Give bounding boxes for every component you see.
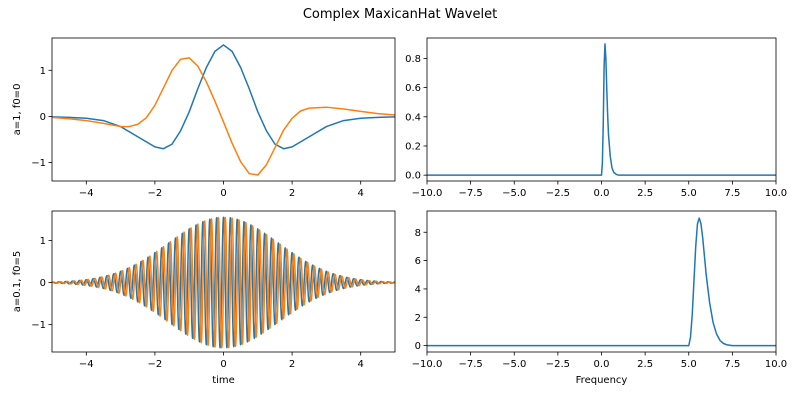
x-tick-label: 7.5 [724,359,740,370]
series-line-1 [427,217,776,347]
x-tick-label: −2.5 [546,359,570,370]
series-line-1 [427,43,776,176]
x-tick-label: 0 [220,188,226,199]
x-tick-label: −10.0 [412,359,443,370]
y-axis-label: a=0.1, f0=5 [12,251,23,312]
x-axis-label: time [212,375,235,386]
y-tick-label: −1 [31,320,46,331]
axes-frame [426,37,777,182]
y-tick-label: 0 [40,278,46,289]
y-tick-label: 0.0 [405,171,421,182]
y-tick-label: 8 [415,228,421,239]
x-tick-label: 0.0 [594,359,610,370]
x-tick-label: −5.0 [502,188,526,199]
x-tick-label: 5.0 [681,359,697,370]
series-group [52,44,395,176]
y-tick-label: 2 [415,313,421,324]
series-group [427,217,776,347]
subplot-time-a01: −4 −2 0 2 4 −1 0 1 time a=0.1, f0=5 [12,210,396,386]
series-group [52,216,395,349]
x-tick-label: −10.0 [412,188,443,199]
y-axis-label: a=1, f0=0 [12,84,23,136]
series-group [427,43,776,176]
x-tick-label: −5.0 [502,359,526,370]
x-tick-label: −4 [79,359,94,370]
series-line-1 [52,44,395,150]
x-tick-label: 2 [289,359,295,370]
y-tick-label: −1 [31,158,46,169]
x-axis-label: Frequency [576,375,628,386]
y-tick-label: 0 [415,341,421,352]
y-tick-label: 1 [40,66,46,77]
subplot-freq-a1: −10.0 −7.5 −5.0 −2.5 0.0 2.5 5.0 7.5 10.0 0.0 0.2 0… [405,37,787,199]
x-tick-label: 4 [358,188,364,199]
x-tick-label: 10.0 [765,359,787,370]
x-tick-label: 5.0 [681,188,697,199]
y-tick-label: 1 [40,236,46,247]
x-tick-label: 2 [289,188,295,199]
x-tick-label: −4 [79,188,94,199]
y-tick-label: 0.8 [405,54,421,65]
subplot-time-a1: −4 −2 0 2 4 −1 0 1 a=1, f0=0 [12,37,396,199]
x-tick-label: 4 [358,359,364,370]
x-tick-label: 2.5 [637,359,653,370]
x-tick-label: 0 [220,359,226,370]
x-tick-label: −7.5 [458,188,482,199]
x-tick-label: −2.5 [546,188,570,199]
x-tick-label: 7.5 [724,188,740,199]
subplot-freq-a01: −10.0 −7.5 −5.0 −2.5 0.0 2.5 5.0 7.5 10.0 0 2 4 6 8 Fr… [412,210,787,386]
series-line-2 [52,216,395,349]
y-tick-label: 0.4 [405,112,421,123]
x-tick-label: 10.0 [765,188,787,199]
x-tick-label: 2.5 [637,188,653,199]
y-tick-label: 0 [40,112,46,123]
y-tick-label: 6 [415,256,421,267]
x-tick-label: 0.0 [594,188,610,199]
x-tick-label: −7.5 [458,359,482,370]
y-tick-label: 0.6 [405,83,421,94]
x-tick-label: −2 [148,188,163,199]
axes-frame [426,210,777,353]
series-line-2 [52,57,395,176]
y-tick-label: 4 [415,284,421,295]
figure-title: Complex MaxicanHat Wavelet [303,7,497,22]
x-tick-label: −2 [148,359,163,370]
y-tick-label: 0.2 [405,141,421,152]
